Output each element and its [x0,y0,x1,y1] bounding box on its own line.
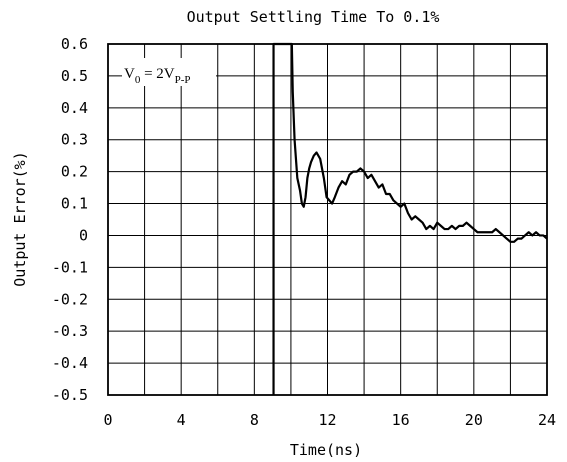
y-tick-labels: 0.6 0.5 0.4 0.3 0.2 0.1 0 -0.1 -0.2 -0.3 -0.4 -0.5 [52,35,88,404]
x-tick-label: 4 [177,411,186,429]
y-tick-label: 0.4 [61,99,88,117]
y-tick-label: -0.1 [52,258,88,276]
y-tick-label: 0 [79,226,88,244]
x-tick-label: 12 [318,411,336,429]
y-tick-label: 0.1 [61,195,88,213]
x-tick-label: 20 [465,411,483,429]
y-tick-label: -0.4 [52,354,88,372]
annotation-text: V0 = 2VP-P [124,66,191,86]
grid [107,43,548,396]
vo-annotation: V0 = 2VP-P [122,58,216,86]
y-tick-label: 0.5 [61,67,88,85]
annotation-background [122,58,216,86]
x-tick-label: 0 [103,411,112,429]
plot-frame [107,43,548,396]
y-axis-label: Output Error(%) [11,151,29,286]
y-tick-label: 0.3 [61,131,88,149]
y-tick-label: 0.2 [61,163,88,181]
y-tick-label: -0.5 [52,386,88,404]
annotation-v: V [124,66,135,82]
annotation-sub-0: 0 [135,74,141,86]
annotation-eq: = 2V [140,66,174,82]
x-tick-labels: 0 4 8 12 16 20 24 [103,411,556,429]
y-tick-label: 0.6 [61,35,88,53]
x-tick-label: 24 [538,411,556,429]
x-axis-label: Time(ns) [290,441,362,459]
x-tick-label: 16 [392,411,410,429]
series-line [272,42,548,395]
y-tick-label: -0.3 [52,322,88,340]
annotation-sub-pp: P-P [175,74,191,86]
y-tick-label: -0.2 [52,290,88,308]
x-tick-label: 8 [250,411,259,429]
chart-title: Output Settling Time To 0.1% [187,8,440,26]
